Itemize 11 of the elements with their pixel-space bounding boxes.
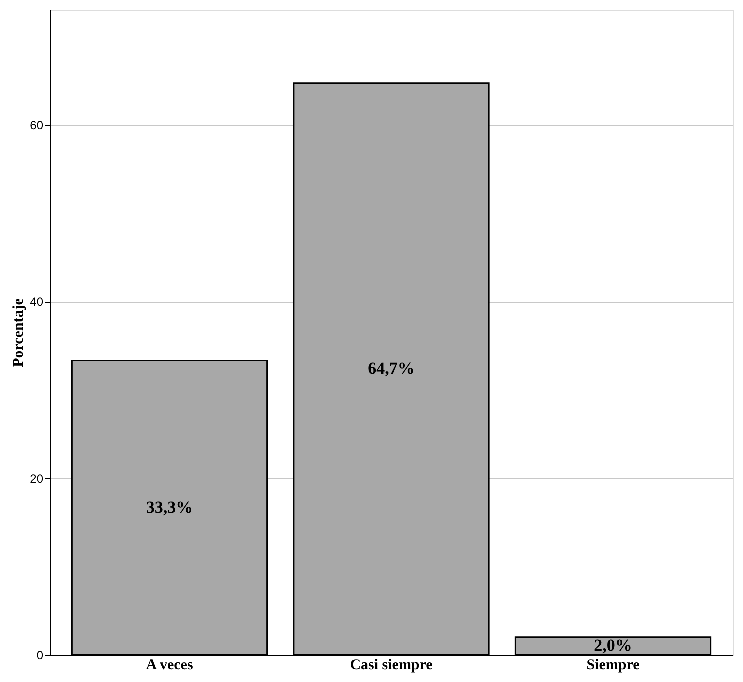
data-label: 64,7% — [368, 359, 415, 378]
data-label: 2,0% — [594, 636, 632, 656]
x-tick-label: Casi siempre — [350, 658, 434, 674]
y-axis-title: Porcentaje — [11, 298, 28, 368]
y-tick-label: 20 — [30, 472, 44, 486]
data-label: 33,3% — [146, 498, 194, 517]
y-tick-label: 60 — [30, 118, 44, 132]
x-tick-label: A veces — [146, 658, 194, 674]
y-tick-label: 40 — [30, 295, 44, 310]
y-tick-label: 0 — [36, 648, 44, 662]
x-tick-label: Siempre — [586, 658, 640, 674]
